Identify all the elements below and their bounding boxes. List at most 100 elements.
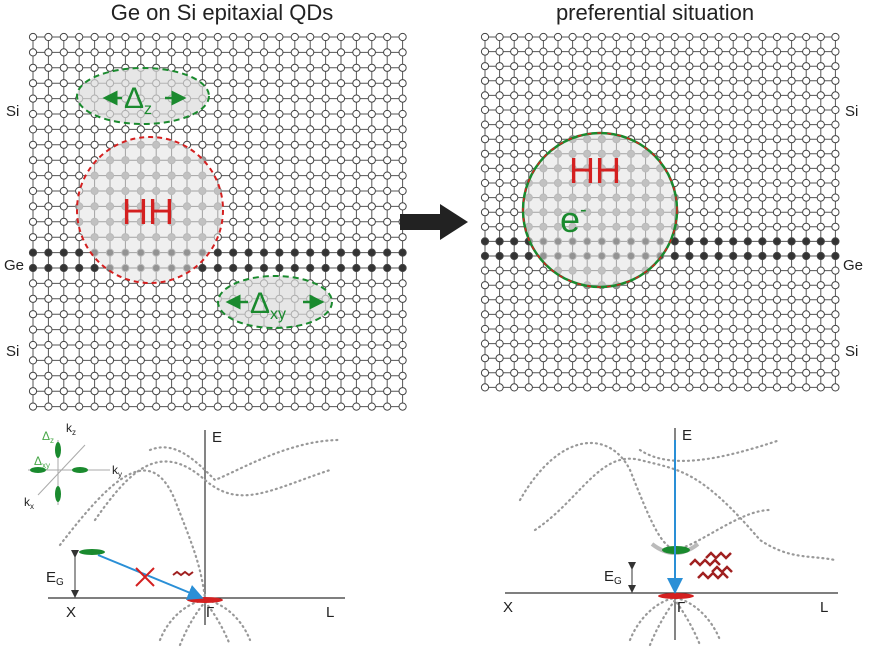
atom: [495, 62, 504, 71]
atom: [75, 140, 84, 149]
atom: [480, 120, 490, 129]
atom: [229, 263, 238, 273]
atom: [244, 109, 253, 119]
atom: [90, 32, 99, 42]
atom: [685, 208, 694, 217]
atom: [352, 202, 361, 211]
atom: [831, 368, 840, 377]
atom: [787, 324, 796, 334]
atom: [758, 76, 767, 85]
atom: [816, 222, 825, 231]
atom: [802, 62, 811, 71]
atom: [539, 295, 548, 304]
atom: [275, 387, 284, 396]
atom: [802, 47, 811, 56]
atom: [597, 339, 606, 348]
atom: [480, 339, 490, 348]
atom: [167, 356, 176, 365]
atom: [641, 368, 650, 377]
atom: [229, 402, 238, 411]
atom: [480, 310, 490, 319]
atom: [583, 295, 592, 304]
atom: [28, 248, 38, 257]
atom: [244, 402, 253, 411]
atom: [714, 251, 723, 261]
atom: [495, 295, 504, 304]
atom: [398, 140, 407, 149]
atom: [568, 105, 577, 115]
atom: [772, 149, 782, 158]
atom: [772, 62, 782, 71]
atom: [229, 186, 238, 196]
atom: [28, 310, 38, 319]
atom: [553, 354, 563, 363]
atom: [367, 402, 376, 411]
atom: [275, 94, 284, 103]
atom: [641, 295, 650, 304]
electron-label: e-: [560, 199, 587, 240]
atom: [495, 120, 504, 129]
atom: [583, 47, 592, 56]
atom: [367, 156, 376, 165]
atom: [182, 63, 192, 72]
atom: [59, 79, 68, 88]
delta-xy-label: Δxy: [250, 287, 286, 323]
atom: [772, 208, 782, 217]
atom: [336, 125, 346, 134]
atom: [495, 368, 504, 377]
atom: [275, 371, 284, 380]
atom: [336, 310, 346, 319]
atom: [275, 263, 284, 273]
atom: [198, 310, 207, 319]
layer-label: Ge: [843, 257, 863, 274]
atom: [758, 47, 767, 56]
atom: [105, 402, 115, 411]
atom: [510, 47, 519, 56]
atom: [28, 32, 38, 42]
atom: [480, 91, 490, 100]
atom: [802, 178, 811, 188]
atom: [90, 387, 99, 396]
atom: [152, 125, 161, 134]
atom: [641, 47, 650, 56]
atom: [787, 339, 796, 348]
atom: [59, 233, 68, 242]
atom: [816, 120, 825, 129]
atom: [28, 263, 38, 273]
atom: [152, 32, 161, 42]
atom: [275, 125, 284, 134]
atom: [352, 186, 361, 196]
atom: [44, 186, 53, 196]
atom: [306, 217, 315, 226]
atom: [167, 310, 176, 319]
atom: [626, 383, 636, 392]
atom: [121, 340, 130, 350]
atom: [90, 402, 99, 411]
atom: [699, 62, 709, 71]
atom: [524, 120, 533, 129]
atom: [480, 149, 490, 158]
atom: [352, 279, 361, 288]
atom: [480, 281, 490, 290]
atom: [275, 140, 284, 149]
atom: [259, 263, 269, 273]
atom: [714, 339, 723, 348]
atom: [495, 149, 504, 158]
atom: [152, 340, 161, 350]
atom: [656, 354, 665, 363]
atom: [398, 325, 407, 334]
atom: [229, 171, 238, 180]
delta-z-label: Δz: [124, 82, 152, 118]
atom: [729, 251, 738, 261]
atom: [772, 368, 782, 377]
atom: [290, 217, 299, 226]
atom: [290, 125, 299, 134]
atom: [568, 324, 577, 334]
atom: [105, 140, 115, 149]
atom: [352, 340, 361, 350]
atom: [290, 171, 299, 180]
atom: [729, 120, 738, 129]
atom: [290, 371, 299, 380]
atom: [699, 149, 709, 158]
atom: [714, 120, 723, 129]
